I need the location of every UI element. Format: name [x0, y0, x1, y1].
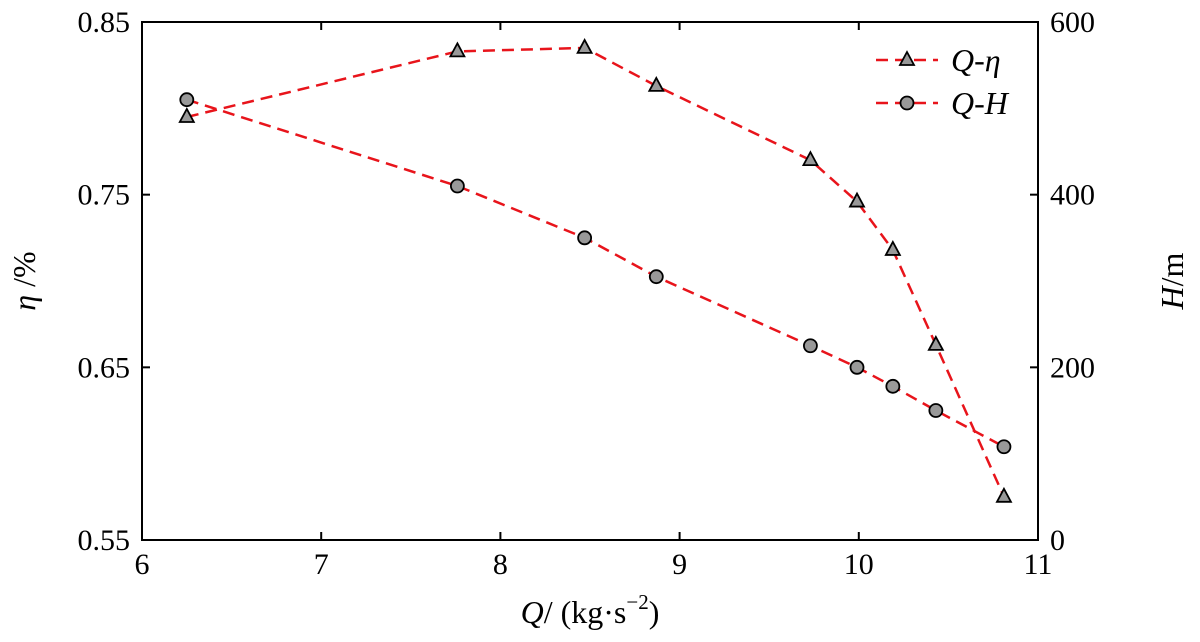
x-tick-label: 9 — [672, 548, 687, 581]
data-point-q-eta — [178, 107, 196, 123]
series-layer — [178, 38, 1013, 503]
y-left-axis-title: η /% — [6, 251, 42, 310]
legend-label-q-eta: Q-η — [951, 42, 1001, 78]
data-point-q-h — [803, 338, 818, 354]
data-point-q-eta — [884, 240, 902, 256]
series-line-q-h — [186, 98, 1005, 448]
data-point-q-h — [849, 359, 865, 375]
data-point-q-h — [996, 439, 1012, 455]
y-right-tick-label: 0 — [1050, 524, 1065, 557]
data-point-q-eta — [995, 486, 1013, 503]
data-point-q-h — [179, 92, 195, 108]
y-right-tick-label: 200 — [1050, 351, 1095, 384]
legend-triangle-marker — [898, 50, 916, 66]
data-point-q-h — [885, 378, 901, 394]
ticks: 6 7 8 9 10 11 0.55 0.65 0.75 0.85 0 200 400 600 — [78, 6, 1096, 581]
legend-entry-q-h: Q-H — [876, 85, 1010, 121]
x-tick-label: 7 — [314, 548, 329, 581]
data-point-q-eta — [848, 191, 866, 208]
x-tick-label: 6 — [135, 548, 150, 581]
x-tick-label: 10 — [844, 548, 874, 581]
y-right-tick-label: 400 — [1050, 179, 1095, 212]
y-left-tick-label: 0.65 — [78, 351, 131, 384]
plot-frame — [141, 21, 1039, 541]
x-axis-title: Q/ (kg·s−2) — [521, 590, 660, 630]
data-point-q-h — [928, 403, 944, 418]
y-right-tick-label: 600 — [1050, 6, 1095, 39]
y-right-axis-title: H/m — [1154, 252, 1190, 310]
y-left-tick-label: 0.55 — [78, 524, 131, 557]
legend-label-q-h: Q-H — [951, 85, 1010, 121]
data-point-q-eta — [801, 150, 819, 167]
data-point-q-eta — [647, 75, 665, 92]
x-tick-label: 11 — [1024, 548, 1053, 581]
y-left-tick-label: 0.75 — [78, 179, 131, 212]
legend: Q-η Q-H — [876, 42, 1010, 121]
data-point-q-h — [577, 230, 593, 246]
y-left-tick-label: 0.85 — [78, 6, 131, 39]
series-line-q-eta — [186, 46, 1006, 498]
data-point-q-h — [449, 178, 465, 194]
data-point-q-eta — [927, 334, 945, 351]
x-tick-label: 8 — [493, 548, 508, 581]
legend-circle-marker — [899, 95, 915, 111]
data-point-q-eta — [448, 41, 466, 58]
legend-entry-q-eta: Q-η — [876, 42, 1001, 78]
data-point-q-eta — [576, 38, 594, 54]
data-point-q-h — [648, 269, 664, 285]
